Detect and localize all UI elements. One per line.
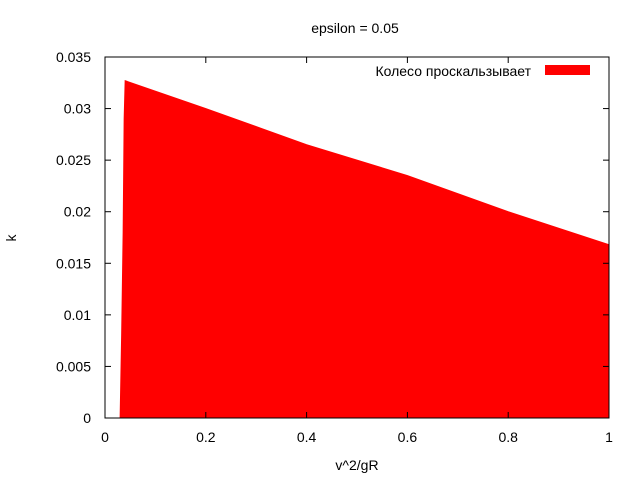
legend-swatch <box>545 65 590 75</box>
y-tick-label: 0 <box>83 410 91 426</box>
plot-frame <box>104 56 610 419</box>
series-layer <box>119 80 610 419</box>
y-tick-label: 0.01 <box>64 307 91 323</box>
chart-title: epsilon = 0.05 <box>311 20 399 36</box>
y-tick-label: 0.025 <box>56 152 91 168</box>
legend: Колесо проскальзывает <box>375 63 590 79</box>
x-axis-label: v^2/gR <box>335 457 378 473</box>
y-tick-label: 0.03 <box>64 101 91 117</box>
legend-label: Колесо проскальзывает <box>375 63 531 79</box>
x-tick-label: 0.6 <box>398 429 418 445</box>
x-tick-label: 0 <box>101 429 109 445</box>
y-tick-label: 0.015 <box>56 255 91 271</box>
y-axis-label: k <box>3 234 19 242</box>
y-tick-label: 0.02 <box>64 204 91 220</box>
tick-layer: 0 0.2 0.4 0.6 0.8 1 0 0.005 0.01 0.015 0.02 0.025 0.… <box>56 49 613 445</box>
area-series-0 <box>119 80 610 419</box>
x-tick-label: 1 <box>605 429 613 445</box>
y-tick-label: 0.005 <box>56 358 91 374</box>
x-tick-label: 0.4 <box>297 429 317 445</box>
x-tick-label: 0.2 <box>196 429 216 445</box>
x-tick-label: 0.8 <box>498 429 518 445</box>
y-tick-label: 0.035 <box>56 49 91 65</box>
